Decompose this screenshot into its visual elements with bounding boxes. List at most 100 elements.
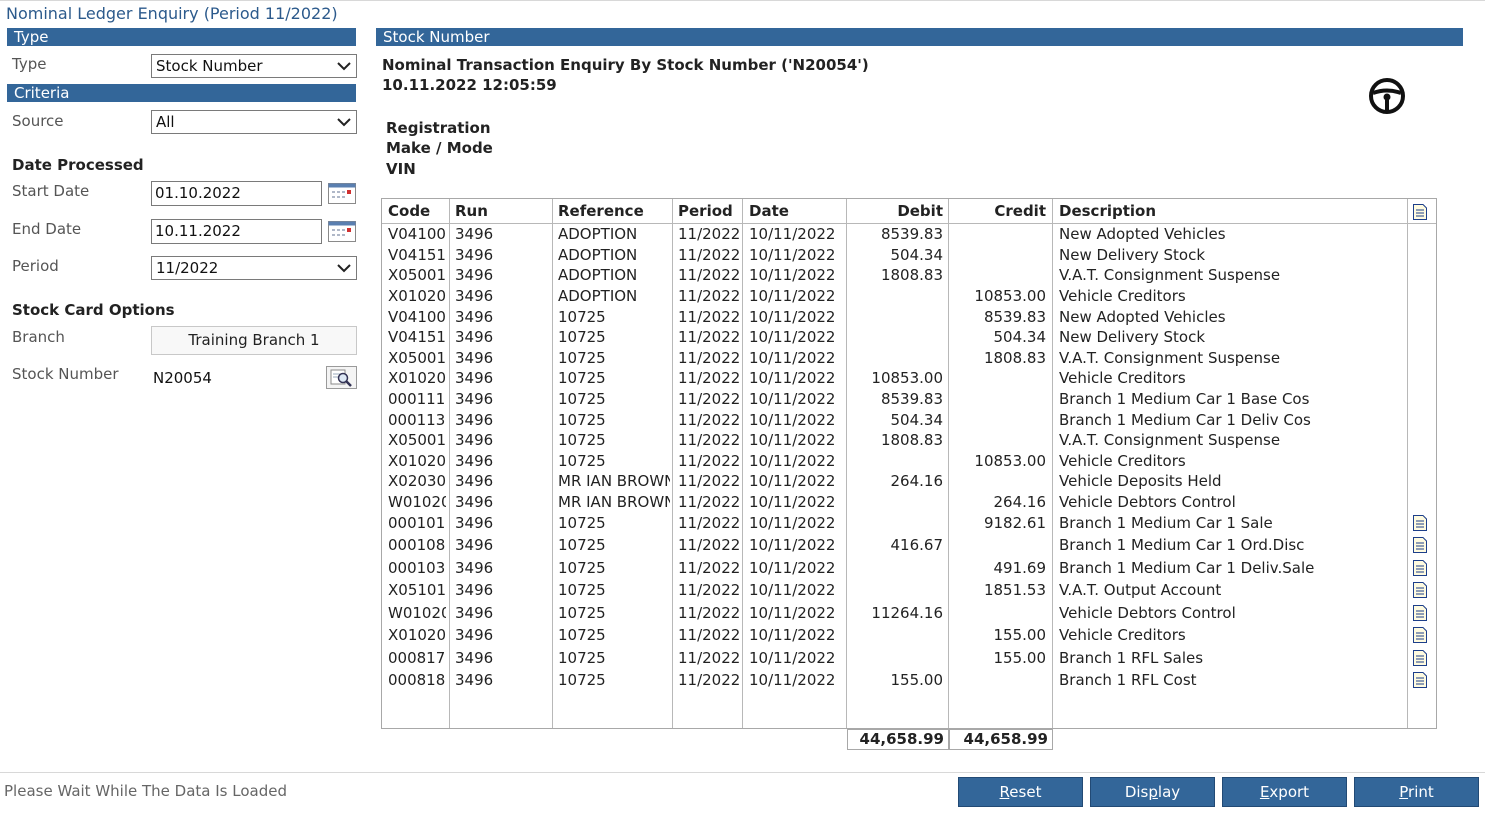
note-document-icon[interactable] [1412,649,1428,667]
cell-date: 10/11/2022 [749,411,836,429]
note-document-icon[interactable] [1412,559,1428,577]
column-header-description[interactable]: Description [1059,202,1157,220]
cell-description: Vehicle Deposits Held [1059,472,1222,490]
display-button[interactable]: Display [1090,777,1215,807]
column-header-credit[interactable]: Credit [994,202,1046,220]
table-row[interactable]: V04100 3496 ADOPTION 11/2022 10/11/2022 8539.… [382,224,1436,245]
reset-button[interactable]: Reset [958,777,1083,807]
table-body: V04100 3496 ADOPTION 11/2022 10/11/2022 8539.… [382,224,1436,728]
cell-debit: 8539.83 [880,225,943,243]
column-divider [672,199,673,728]
note-document-icon[interactable] [1412,514,1428,532]
note-document-icon[interactable] [1412,671,1428,689]
export-button[interactable]: Export [1222,777,1347,807]
cell-date: 10/11/2022 [749,472,836,490]
table-row[interactable]: X01020 3496 10725 11/2022 10/11/2022 10853.00… [382,368,1436,389]
table-row[interactable]: W01020 3496 MR IAN BROWN 11/2022 10/11/2022 2… [382,492,1436,513]
cell-credit: 155.00 [993,626,1047,644]
cell-date: 10/11/2022 [749,452,836,470]
cell-credit [954,224,1046,245]
table-row[interactable]: 000101 3496 10725 11/2022 10/11/2022 9182.61 B… [382,513,1436,534]
note-document-icon[interactable] [1412,536,1428,554]
cell-credit: 9182.61 [983,514,1046,532]
column-divider [846,199,847,728]
table-row[interactable]: X05001 3496 ADOPTION 11/2022 10/11/2022 1808.… [382,265,1436,286]
column-header-code[interactable]: Code [388,202,431,220]
table-row[interactable]: X02030 3496 MR IAN BROWN 11/2022 10/11/2022 2… [382,471,1436,492]
branch-field[interactable]: Training Branch 1 [151,326,357,355]
cell-period: 11/2022 [678,493,740,511]
table-row[interactable]: 000113 3496 10725 11/2022 10/11/2022 504.34 Br… [382,410,1436,431]
note-document-icon[interactable] [1412,604,1428,622]
table-row[interactable]: X05001 3496 10725 11/2022 10/11/2022 1808.83 V… [382,430,1436,451]
cell-debit: 264.16 [890,472,944,490]
cell-debit [852,307,943,328]
cell-date: 10/11/2022 [749,536,836,554]
column-header-period[interactable]: Period [678,202,733,220]
column-header-debit[interactable]: Debit [897,202,943,220]
note-document-icon[interactable] [1412,203,1428,221]
cell-debit: 8539.83 [880,390,943,408]
table-row[interactable]: V04151 3496 ADOPTION 11/2022 10/11/2022 504.3… [382,245,1436,266]
table-row[interactable]: 000818 3496 10725 11/2022 10/11/2022 155.00 Br… [382,670,1436,691]
table-row[interactable]: X01020 3496 10725 11/2022 10/11/2022 10853.00… [382,451,1436,472]
cell-period: 11/2022 [678,536,740,554]
source-label: Source [12,112,64,130]
table-row[interactable]: X01020 3496 ADOPTION 11/2022 10/11/2022 10853… [382,286,1436,307]
cell-code: X01020 [388,287,446,305]
cell-date: 10/11/2022 [749,287,836,305]
lookup-search-icon[interactable] [326,366,357,389]
source-select[interactable]: All [151,110,357,134]
start-date-label: Start Date [12,182,90,200]
cell-reference: 10725 [558,581,606,599]
table-row[interactable]: 000817 3496 10725 11/2022 10/11/2022 155.00 Br… [382,648,1436,669]
cell-credit [954,670,1046,691]
column-header-date[interactable]: Date [749,202,789,220]
calendar-icon[interactable] [327,219,357,244]
start-date-input[interactable]: 01.10.2022 [151,181,322,206]
table-row[interactable]: 000103 3496 10725 11/2022 10/11/2022 491.69 Br… [382,558,1436,579]
end-date-input[interactable]: 10.11.2022 [151,219,322,244]
table-row[interactable]: X01020 3496 10725 11/2022 10/11/2022 155.00 Ve… [382,625,1436,646]
criteria-section-header: Criteria [7,84,356,102]
transactions-table: Code Run Reference Period Date Debit Cre… [381,198,1437,729]
cell-date: 10/11/2022 [749,514,836,532]
branch-label: Branch [12,328,65,346]
cell-run: 3496 [455,671,494,689]
cell-description: V.A.T. Output Account [1059,581,1222,599]
calendar-icon[interactable] [327,181,357,206]
cell-period: 11/2022 [678,246,740,264]
type-label: Type [12,55,47,73]
table-row[interactable]: W01020 3496 10725 11/2022 10/11/2022 11264.16… [382,603,1436,624]
cell-credit: 10853.00 [974,287,1046,305]
cell-description: Branch 1 Medium Car 1 Ord.Disc [1059,536,1305,554]
cell-reference: 10725 [558,626,606,644]
cell-description: Branch 1 RFL Sales [1059,649,1204,667]
column-divider [552,199,553,728]
cell-reference: 10725 [558,604,606,622]
table-row[interactable]: V04100 3496 10725 11/2022 10/11/2022 8539.83 N… [382,307,1436,328]
cell-date: 10/11/2022 [749,626,836,644]
table-row[interactable]: X05001 3496 10725 11/2022 10/11/2022 1808.83 V… [382,348,1436,369]
table-row[interactable]: X05101 3496 10725 11/2022 10/11/2022 1851.53 V… [382,580,1436,601]
display-mnemonic: p [1148,783,1158,801]
column-header-reference[interactable]: Reference [558,202,644,220]
cell-run: 3496 [455,514,494,532]
note-document-icon[interactable] [1412,581,1428,599]
cell-description: Vehicle Debtors Control [1059,604,1236,622]
credit-total: 44,658.99 [949,729,1053,750]
type-select[interactable]: Stock Number [151,54,357,78]
cell-reference: 10725 [558,536,606,554]
table-row[interactable]: 000111 3496 10725 11/2022 10/11/2022 8539.83 B… [382,389,1436,410]
column-header-run[interactable]: Run [455,202,488,220]
note-document-icon[interactable] [1412,626,1428,644]
cell-debit [852,558,943,579]
print-button[interactable]: Print [1354,777,1479,807]
cell-period: 11/2022 [678,308,740,326]
table-row[interactable]: V04151 3496 10725 11/2022 10/11/2022 504.34 Ne… [382,327,1436,348]
period-select[interactable]: 11/2022 [151,256,357,280]
cell-code: V04100 [388,308,446,326]
table-row[interactable]: 000108 3496 10725 11/2022 10/11/2022 416.67 Br… [382,535,1436,556]
cell-description: Vehicle Creditors [1059,287,1186,305]
cell-date: 10/11/2022 [749,604,836,622]
